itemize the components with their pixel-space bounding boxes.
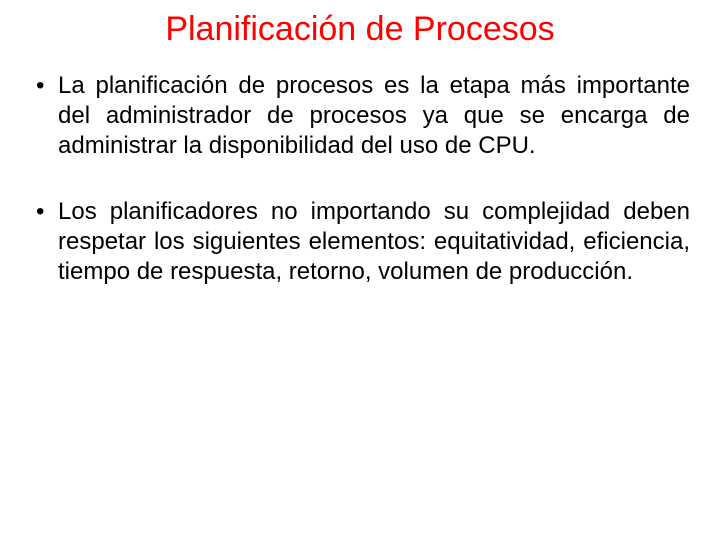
bullet-item: La planificación de procesos es la etapa… — [30, 71, 690, 161]
bullet-item: Los planificadores no importando su comp… — [30, 197, 690, 287]
slide-title: Planificación de Procesos — [30, 10, 690, 49]
bullet-list: La planificación de procesos es la etapa… — [30, 71, 690, 287]
